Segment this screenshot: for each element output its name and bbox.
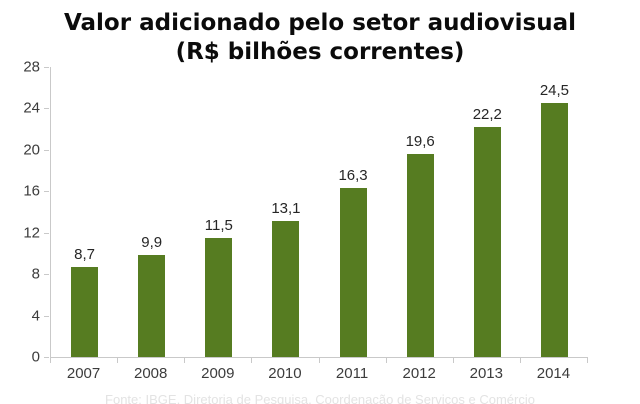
bar-2007: [71, 266, 99, 357]
x-axis-tick-mark: [587, 358, 588, 363]
x-axis-label-2010: 2010: [268, 365, 302, 382]
bar-column-2007: 8,7: [51, 67, 118, 357]
bar-2012: [406, 154, 434, 357]
x-axis-label-2008: 2008: [134, 365, 168, 382]
bar-2011: [339, 188, 367, 357]
y-axis-tick-mark: [44, 191, 49, 193]
y-axis-tick-mark: [44, 67, 49, 68]
y-axis-tick-mark: [44, 315, 49, 317]
bar-2014: [540, 103, 568, 357]
y-axis-tick-label: 4: [31, 307, 40, 325]
bar-value-label-2013: 22,2: [472, 106, 502, 124]
x-axis-tick-mark: [251, 358, 253, 363]
chart-title-line1: Valor adicionado pelo setor audiovisual: [63, 10, 577, 36]
y-axis-tick-mark: [44, 357, 49, 358]
x-axis-tick-mark: [117, 358, 119, 363]
bar-value-label-2014: 24,5: [539, 82, 570, 100]
bar-value-label-2012: 19,6: [405, 133, 435, 150]
x-axis-label-2007: 2007: [66, 365, 101, 382]
y-axis-tick-label: 28: [23, 58, 40, 76]
bar-column-2008: 9,9: [118, 67, 185, 357]
x-axis-tick-mark: [452, 358, 454, 363]
y-axis-tick-label: 24: [23, 99, 40, 117]
x-axis-tick-marks: [50, 358, 588, 363]
x-axis-tick-mark: [184, 358, 186, 363]
bar-2009: [205, 237, 233, 357]
y-axis-tick-mark: [44, 149, 49, 151]
y-axis-tick-mark: [44, 232, 49, 234]
bar-2008: [138, 254, 166, 357]
x-axis-tick-mark: [50, 358, 51, 363]
x-axis-label-2011: 2011: [335, 365, 369, 382]
bar-column-2014: 24,5: [521, 67, 588, 357]
x-axis-tick-mark: [385, 358, 387, 363]
source-note: Fonte: IBGE, Diretoria de Pesquisa, Coor…: [105, 392, 535, 404]
x-axis-label-2009: 2009: [201, 365, 235, 382]
bar-column-2011: 16,3: [320, 67, 387, 357]
bar-column-2010: 13,1: [252, 67, 319, 357]
x-axis-label-2013: 2013: [469, 365, 503, 382]
bar-value-label-2007: 8,7: [74, 245, 95, 263]
bar-column-2012: 19,6: [387, 67, 454, 357]
x-axis-label-2014: 2014: [536, 365, 571, 382]
y-axis-tick-label: 20: [23, 141, 40, 159]
plot-area: 8,7 9,9 11,5 13,1 16,3 19,6 22,2 24,5: [50, 67, 588, 358]
bar-value-label-2009: 11,5: [204, 216, 233, 234]
y-axis-tick-mark: [44, 274, 49, 276]
x-axis-tick-mark: [318, 358, 320, 363]
x-axis-tick-mark: [519, 358, 521, 363]
y-axis-tick-label: 8: [31, 265, 40, 283]
y-axis-tick-label: 0: [31, 348, 40, 366]
bar-value-label-2008: 9,9: [141, 233, 163, 251]
bar-value-label-2010: 13,1: [271, 200, 301, 218]
x-axis-labels: 2007 2008 2009 2010 2011 2012 2013 2014: [50, 365, 587, 382]
chart-title: Valor adicionado pelo setor audiovisual …: [0, 9, 640, 67]
y-axis-tick-mark: [44, 108, 49, 110]
bar-column-2009: 11,5: [185, 67, 252, 357]
y-axis-tick-label: 12: [23, 224, 40, 242]
y-axis: 0 4 8 12 16 20 24 28: [0, 59, 50, 366]
chart-title-line2: (R$ bilhões correntes): [175, 39, 465, 65]
x-axis-label-2012: 2012: [402, 365, 436, 382]
y-axis-tick-label: 16: [23, 182, 40, 200]
bar-2010: [272, 221, 300, 357]
bar-value-label-2011: 16,3: [338, 167, 368, 185]
bar-2013: [473, 127, 501, 357]
bar-column-2013: 22,2: [454, 67, 521, 357]
